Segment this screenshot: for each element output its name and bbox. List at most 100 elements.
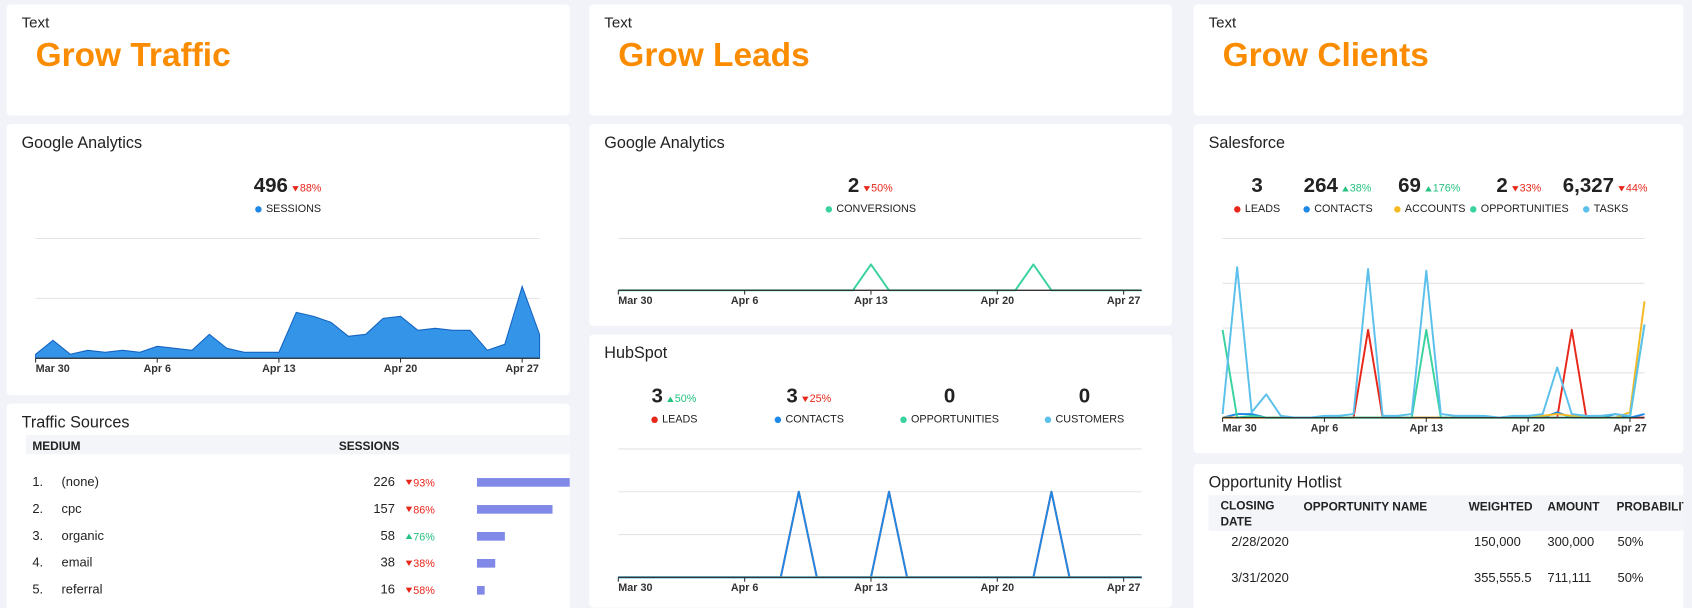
cell: 50% bbox=[1618, 570, 1644, 585]
rank: 2. bbox=[32, 501, 43, 516]
legend-dot bbox=[900, 416, 907, 424]
trend-arrow bbox=[405, 533, 413, 540]
sessions: 58 bbox=[381, 528, 395, 543]
x-tick-label: Apr 20 bbox=[384, 363, 418, 375]
x-tick-label: Apr 13 bbox=[262, 363, 296, 375]
legend-label: SESSIONS bbox=[266, 203, 321, 215]
medium: email bbox=[62, 555, 93, 570]
x-tick-label: Apr 20 bbox=[981, 582, 1015, 594]
change: 76% bbox=[413, 531, 435, 543]
kpi-value: 3 bbox=[786, 385, 797, 408]
sessions: 38 bbox=[381, 555, 395, 570]
header-title: Grow Clients bbox=[1223, 37, 1429, 74]
medium: referral bbox=[62, 582, 103, 597]
legend-dot bbox=[825, 206, 833, 213]
header-title: Grow Leads bbox=[618, 37, 809, 74]
kpi: 2 50% CONVERSIONS bbox=[825, 174, 916, 215]
traffic-table: Traffic Sources MEDIUM SESSIONS 1. (none) 226… bbox=[22, 413, 570, 597]
column-header: AMOUNT bbox=[1547, 499, 1600, 513]
cell: 3/31/2020 bbox=[1231, 570, 1289, 585]
bar bbox=[476, 478, 570, 487]
change: 58% bbox=[413, 585, 435, 597]
x-tick-label: Mar 30 bbox=[1223, 422, 1257, 434]
rank: 4. bbox=[32, 555, 43, 570]
legend-dot bbox=[1470, 206, 1477, 213]
kpi-change: 44% bbox=[1626, 183, 1648, 195]
panel-title: Google Analytics bbox=[604, 134, 724, 152]
change: 38% bbox=[413, 558, 435, 570]
kpi-change: 88% bbox=[300, 183, 322, 195]
panel bbox=[6, 124, 570, 395]
x-tick-label: Mar 30 bbox=[36, 363, 70, 375]
panel bbox=[589, 334, 1172, 608]
panel-title: Salesforce bbox=[1209, 134, 1285, 152]
kpi-change: 33% bbox=[1520, 183, 1542, 195]
kpi: 3 LEADS bbox=[1234, 174, 1280, 215]
trend-arrow bbox=[1342, 186, 1349, 192]
x-tick-label: Apr 13 bbox=[854, 582, 888, 594]
panel bbox=[1193, 4, 1684, 116]
kpi-value: 496 bbox=[254, 174, 288, 197]
kpi: 2 33% OPPORTUNITIES bbox=[1470, 174, 1569, 215]
rank: 3. bbox=[32, 528, 43, 543]
panel-title: Traffic Sources bbox=[22, 413, 130, 431]
legend-dot bbox=[1582, 206, 1590, 213]
kpi-value: 2 bbox=[1496, 174, 1507, 197]
kpi-value: 2 bbox=[848, 174, 859, 197]
kpi-change: 176% bbox=[1433, 183, 1461, 195]
legend-label: OPPORTUNITIES bbox=[911, 414, 999, 426]
kpi-value: 69 bbox=[1398, 174, 1421, 197]
header-title: Grow Traffic bbox=[36, 37, 231, 74]
area bbox=[35, 284, 541, 359]
column-header: OPPORTUNITY NAME bbox=[1304, 499, 1428, 513]
x-tick-label: Apr 27 bbox=[505, 363, 539, 375]
legend-label: LEADS bbox=[662, 414, 697, 426]
bar bbox=[476, 505, 553, 514]
x-tick-label: Apr 6 bbox=[1311, 422, 1339, 434]
rank: 1. bbox=[32, 474, 43, 489]
kpi: 0 CUSTOMERS bbox=[1044, 385, 1125, 426]
legend-dot bbox=[1303, 206, 1310, 213]
medium: organic bbox=[62, 528, 105, 543]
medium: (none) bbox=[62, 474, 99, 489]
column-header-box: CLOSING DATE bbox=[1220, 500, 1274, 529]
panel-title: Opportunity Hotlist bbox=[1209, 474, 1343, 492]
x-tick-label: Apr 6 bbox=[731, 295, 759, 307]
x-tick-label: Apr 6 bbox=[143, 363, 171, 375]
x-tick-label: Apr 6 bbox=[731, 582, 759, 594]
x-tick-label: Apr 20 bbox=[981, 295, 1015, 307]
x-tick-label: Mar 30 bbox=[618, 295, 652, 307]
bar bbox=[476, 585, 485, 595]
panel bbox=[589, 4, 1172, 116]
legend-dot bbox=[1044, 416, 1052, 424]
kpi-value: 0 bbox=[944, 385, 955, 408]
cell: 50% bbox=[1618, 534, 1644, 549]
trend-arrow bbox=[405, 560, 413, 567]
bar bbox=[476, 532, 505, 541]
bar bbox=[476, 559, 496, 568]
trend-arrow bbox=[1425, 186, 1432, 192]
header-label: Text bbox=[604, 15, 632, 32]
x-tick-label: Apr 27 bbox=[1107, 582, 1141, 594]
header-label: Text bbox=[22, 15, 50, 32]
kpi-change: 25% bbox=[810, 393, 832, 405]
x-tick-label: Mar 30 bbox=[618, 582, 652, 594]
sessions: 226 bbox=[373, 474, 395, 489]
medium: cpc bbox=[62, 501, 83, 516]
x-tick-label: Apr 13 bbox=[1410, 422, 1444, 434]
legend-label: ACCOUNTS bbox=[1405, 203, 1465, 215]
panel bbox=[6, 4, 570, 116]
trend-arrow bbox=[405, 587, 413, 593]
legend-label: CONVERSIONS bbox=[836, 203, 916, 215]
change: 86% bbox=[413, 504, 435, 516]
trend-arrow bbox=[1512, 186, 1519, 192]
x-tick-label: Apr 20 bbox=[1511, 422, 1545, 434]
legend-label: CUSTOMERS bbox=[1056, 414, 1125, 426]
kpi-change: 38% bbox=[1350, 183, 1372, 195]
rank: 5. bbox=[32, 582, 43, 597]
kpi: 496 88% SESSIONS bbox=[254, 174, 322, 215]
kpi: 264 38% CONTACTS bbox=[1303, 174, 1373, 215]
cell: 355,555.5 bbox=[1474, 570, 1532, 585]
